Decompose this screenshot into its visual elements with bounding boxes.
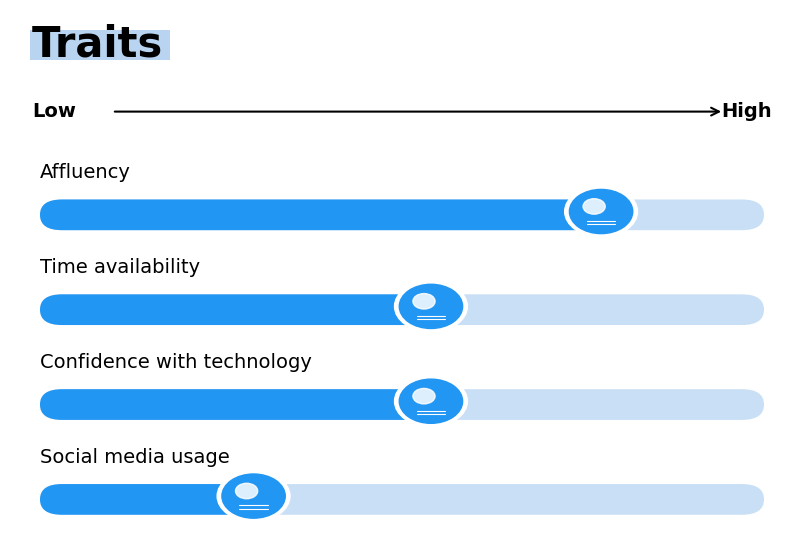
FancyBboxPatch shape bbox=[40, 389, 431, 420]
Circle shape bbox=[217, 471, 290, 522]
Circle shape bbox=[399, 379, 462, 424]
Text: Confidence with technology: Confidence with technology bbox=[40, 353, 312, 372]
FancyBboxPatch shape bbox=[419, 417, 443, 422]
FancyBboxPatch shape bbox=[30, 30, 170, 60]
FancyBboxPatch shape bbox=[40, 295, 764, 325]
Circle shape bbox=[394, 376, 467, 427]
Circle shape bbox=[413, 294, 435, 309]
FancyBboxPatch shape bbox=[419, 323, 443, 327]
Circle shape bbox=[565, 186, 638, 237]
FancyBboxPatch shape bbox=[40, 295, 431, 325]
Circle shape bbox=[235, 483, 258, 499]
Text: Time availability: Time availability bbox=[40, 258, 200, 277]
FancyBboxPatch shape bbox=[40, 484, 764, 514]
FancyBboxPatch shape bbox=[242, 512, 266, 517]
Text: Traits: Traits bbox=[32, 23, 163, 66]
Text: Social media usage: Social media usage bbox=[40, 448, 230, 467]
Text: Affluency: Affluency bbox=[40, 163, 131, 182]
Circle shape bbox=[394, 281, 467, 332]
FancyBboxPatch shape bbox=[238, 504, 270, 512]
FancyBboxPatch shape bbox=[589, 228, 613, 232]
FancyBboxPatch shape bbox=[586, 220, 617, 227]
Circle shape bbox=[222, 474, 286, 518]
Circle shape bbox=[413, 388, 435, 404]
Circle shape bbox=[583, 199, 606, 214]
Text: Low: Low bbox=[32, 102, 76, 121]
Circle shape bbox=[399, 284, 462, 329]
Text: High: High bbox=[722, 102, 772, 121]
FancyBboxPatch shape bbox=[40, 484, 254, 514]
FancyBboxPatch shape bbox=[40, 199, 764, 230]
FancyBboxPatch shape bbox=[415, 315, 446, 322]
Circle shape bbox=[570, 189, 633, 234]
FancyBboxPatch shape bbox=[40, 389, 764, 420]
FancyBboxPatch shape bbox=[40, 199, 601, 230]
FancyBboxPatch shape bbox=[415, 410, 446, 417]
